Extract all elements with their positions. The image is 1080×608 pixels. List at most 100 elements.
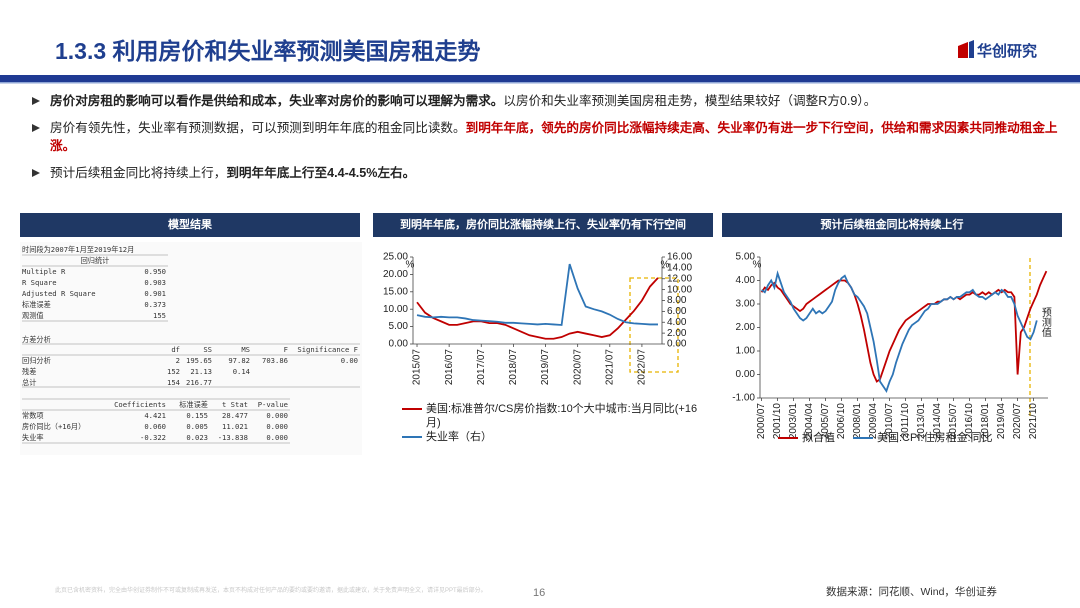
- table-header: df: [171, 345, 180, 354]
- x-tick-label: 2001/10: [772, 403, 783, 440]
- y-tick-label: 4.00: [736, 275, 756, 286]
- table-header: Coefficients: [114, 400, 166, 409]
- table-cell: 0.950: [144, 267, 166, 276]
- x-tick-label: 2021/07: [604, 349, 615, 386]
- table-cell: 0.005: [186, 422, 208, 431]
- x-tick-label: 2018/07: [508, 349, 519, 386]
- panel-header: [20, 213, 360, 237]
- x-tick-label: 2017/07: [476, 349, 487, 386]
- table-cell: 28.477: [222, 411, 248, 420]
- table-header: F: [284, 345, 288, 354]
- x-tick-label: 2004/04: [804, 403, 815, 440]
- y2-tick-label: 14.00: [667, 263, 692, 274]
- table-cell: 0.00: [341, 356, 358, 365]
- header-bar-line: [0, 82, 1080, 84]
- table-header: 标准误差: [179, 400, 208, 409]
- y-tick-label: 3.00: [736, 299, 756, 310]
- y-tick-label: 15.00: [383, 286, 408, 297]
- table-cell: 观测值: [22, 311, 44, 320]
- legend-swatch: [778, 437, 798, 439]
- y-unit: %: [753, 260, 762, 271]
- legend-swatch: [853, 437, 873, 439]
- legend: 美国:标准普尔/CS房价指数:10个大中城市:当月同比(+16月) 失业率（右）: [400, 402, 700, 444]
- table-cell: 总计: [22, 378, 36, 387]
- table-header: P-value: [258, 400, 288, 409]
- table-cell: 标准误差: [22, 300, 51, 309]
- x-tick-label: 2008/01: [852, 403, 863, 440]
- bullet-text: 到明年年底，领先的房价同比涨幅持续走高、失业率仍有进一步下行空间，供给和需求因素…: [50, 121, 1058, 153]
- forecast-box: [629, 277, 679, 373]
- page-number: 16: [533, 587, 546, 599]
- disclaimer: 此页已含机密资料，完全由华创证券制作不可或复制成再发送，本页不构成对任何产品的要…: [55, 588, 487, 594]
- series-line: [761, 270, 1038, 393]
- bullet: 预计后续租金同比将持续上行，到明年年底上行至4.4-4.5%左右。: [28, 164, 1058, 182]
- y-tick-label: 20.00: [383, 269, 408, 280]
- legend: 拟合值 美国:CPI:住房租金:同比: [776, 431, 1066, 445]
- bullet: 房价有领先性，失业率有预测数据，可以预测到明年年底的租金同比读数。到明年年底，领…: [28, 119, 1058, 155]
- x-tick-label: 2013/01: [916, 403, 927, 440]
- y-tick-label: -1.00: [732, 393, 755, 404]
- bullet-text: 房价有领先性，失业率有预测数据，可以预测到明年年底的租金同比读数。: [50, 121, 466, 135]
- y2-tick-label: 0.00: [667, 339, 687, 350]
- y2-tick-label: 6.00: [667, 306, 687, 317]
- panel-header: [722, 213, 1062, 237]
- table-cell: 0.903: [144, 278, 166, 287]
- legend-label: 美国:CPI:住房租金:同比: [877, 432, 993, 444]
- y-tick-label: 5.00: [736, 252, 756, 263]
- legend-item: 美国:标准普尔/CS房价指数:10个大中城市:当月同比(+16月): [400, 402, 700, 430]
- y-unit: %: [406, 260, 415, 271]
- table-cell: -0.322: [140, 433, 166, 442]
- table-cell: 0.000: [266, 411, 288, 420]
- x-tick-label: 2020/07: [1012, 403, 1023, 440]
- table-image: [20, 242, 362, 455]
- series-line: [416, 277, 659, 340]
- table-cell: 11.021: [222, 422, 248, 431]
- table-cell: 0.373: [144, 300, 166, 309]
- legend-label: 美国:标准普尔/CS房价指数:10个大中城市:当月同比(+16月): [426, 403, 698, 429]
- x-tick-label: 2018/01: [980, 403, 991, 440]
- table-cell: 房价同比（+16月）: [22, 422, 85, 431]
- table-cell: 失业率: [22, 433, 44, 442]
- legend-item: 失业率（右）: [400, 430, 700, 444]
- bullet-text: 到明年年底上行至4.4-4.5%左右。: [226, 166, 416, 180]
- table-cell: 0.060: [144, 422, 166, 431]
- table-cell: -13.838: [218, 433, 248, 442]
- table-cell: 2: [176, 356, 180, 365]
- table-cell: 残差: [22, 367, 36, 376]
- logo-icon: [958, 40, 974, 58]
- legend-item: 美国:CPI:住房租金:同比: [851, 431, 993, 445]
- x-tick-label: 2019/07: [540, 349, 551, 386]
- x-tick-label: 2006/10: [836, 403, 847, 440]
- y2-tick-label: 4.00: [667, 317, 687, 328]
- table-heading: 回归统计: [81, 256, 110, 265]
- panel-header: [373, 213, 713, 237]
- y-tick-label: 0.00: [736, 369, 756, 380]
- x-tick-label: 2014/04: [932, 403, 943, 440]
- y2-tick-label: 16.00: [667, 252, 692, 263]
- table-period: 时间段为2007年1月至2019年12月: [22, 245, 134, 254]
- panel-title: 到明年年底，房价同比涨幅持续上行、失业率仍有下行空间: [400, 217, 686, 231]
- series-line: [760, 270, 1048, 383]
- legend-label: 拟合值: [802, 432, 835, 444]
- x-tick-label: 2016/07: [444, 349, 455, 386]
- y-tick-label: 2.00: [736, 322, 756, 333]
- table-cell: 703.86: [262, 356, 288, 365]
- annotation: 预测值: [1039, 307, 1051, 338]
- table-header: Significance F: [297, 345, 358, 354]
- x-tick-label: 2003/01: [788, 403, 799, 440]
- table-cell: Adjusted R Square: [22, 289, 96, 298]
- data-source: 数据来源：同花顺、Wind，华创证券: [826, 586, 997, 598]
- x-tick-label: 2011/10: [900, 403, 911, 439]
- bullet-text: 以房价和失业率预测美国房租走势，模型结果较好（调整R方0.9）。: [503, 94, 877, 108]
- x-tick-label: 2020/07: [572, 349, 583, 386]
- y-tick-label: 25.00: [383, 252, 408, 263]
- table-cell: 0.000: [266, 422, 288, 431]
- x-tick-label: 2000/07: [756, 403, 767, 440]
- y-tick-label: 1.00: [736, 346, 756, 357]
- slide-title: 1.3.3 利用房价和失业率预测美国房租走势: [55, 38, 481, 64]
- x-tick-label: 2010/07: [884, 403, 895, 440]
- table-heading: 方差分析: [22, 335, 51, 344]
- y2-tick-label: 10.00: [667, 284, 692, 295]
